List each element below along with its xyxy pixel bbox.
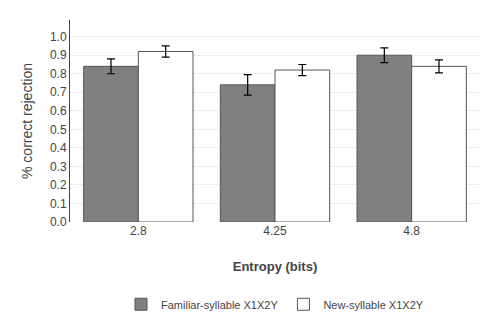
svg-text:Entropy (bits): Entropy (bits) [233,259,318,274]
svg-text:0.7: 0.7 [50,85,67,99]
svg-text:4.25: 4.25 [263,224,287,238]
svg-text:0.0: 0.0 [50,215,67,229]
svg-text:0.1: 0.1 [50,197,67,211]
svg-text:0.9: 0.9 [50,48,67,62]
svg-text:1.0: 1.0 [50,30,67,44]
svg-text:0.4: 0.4 [50,141,67,155]
svg-text:% correct rejection: % correct rejection [19,63,35,179]
svg-text:0.8: 0.8 [50,67,67,81]
svg-text:4.8: 4.8 [403,224,420,238]
svg-text:0.2: 0.2 [50,178,67,192]
svg-text:Familiar-syllable X1X2Y: Familiar-syllable X1X2Y [161,299,278,311]
svg-text:New-syllable X1X2Y: New-syllable X1X2Y [323,299,423,311]
svg-text:0.5: 0.5 [50,123,67,137]
svg-text:2.8: 2.8 [130,224,147,238]
svg-text:0.6: 0.6 [50,104,67,118]
svg-text:0.3: 0.3 [50,160,67,174]
